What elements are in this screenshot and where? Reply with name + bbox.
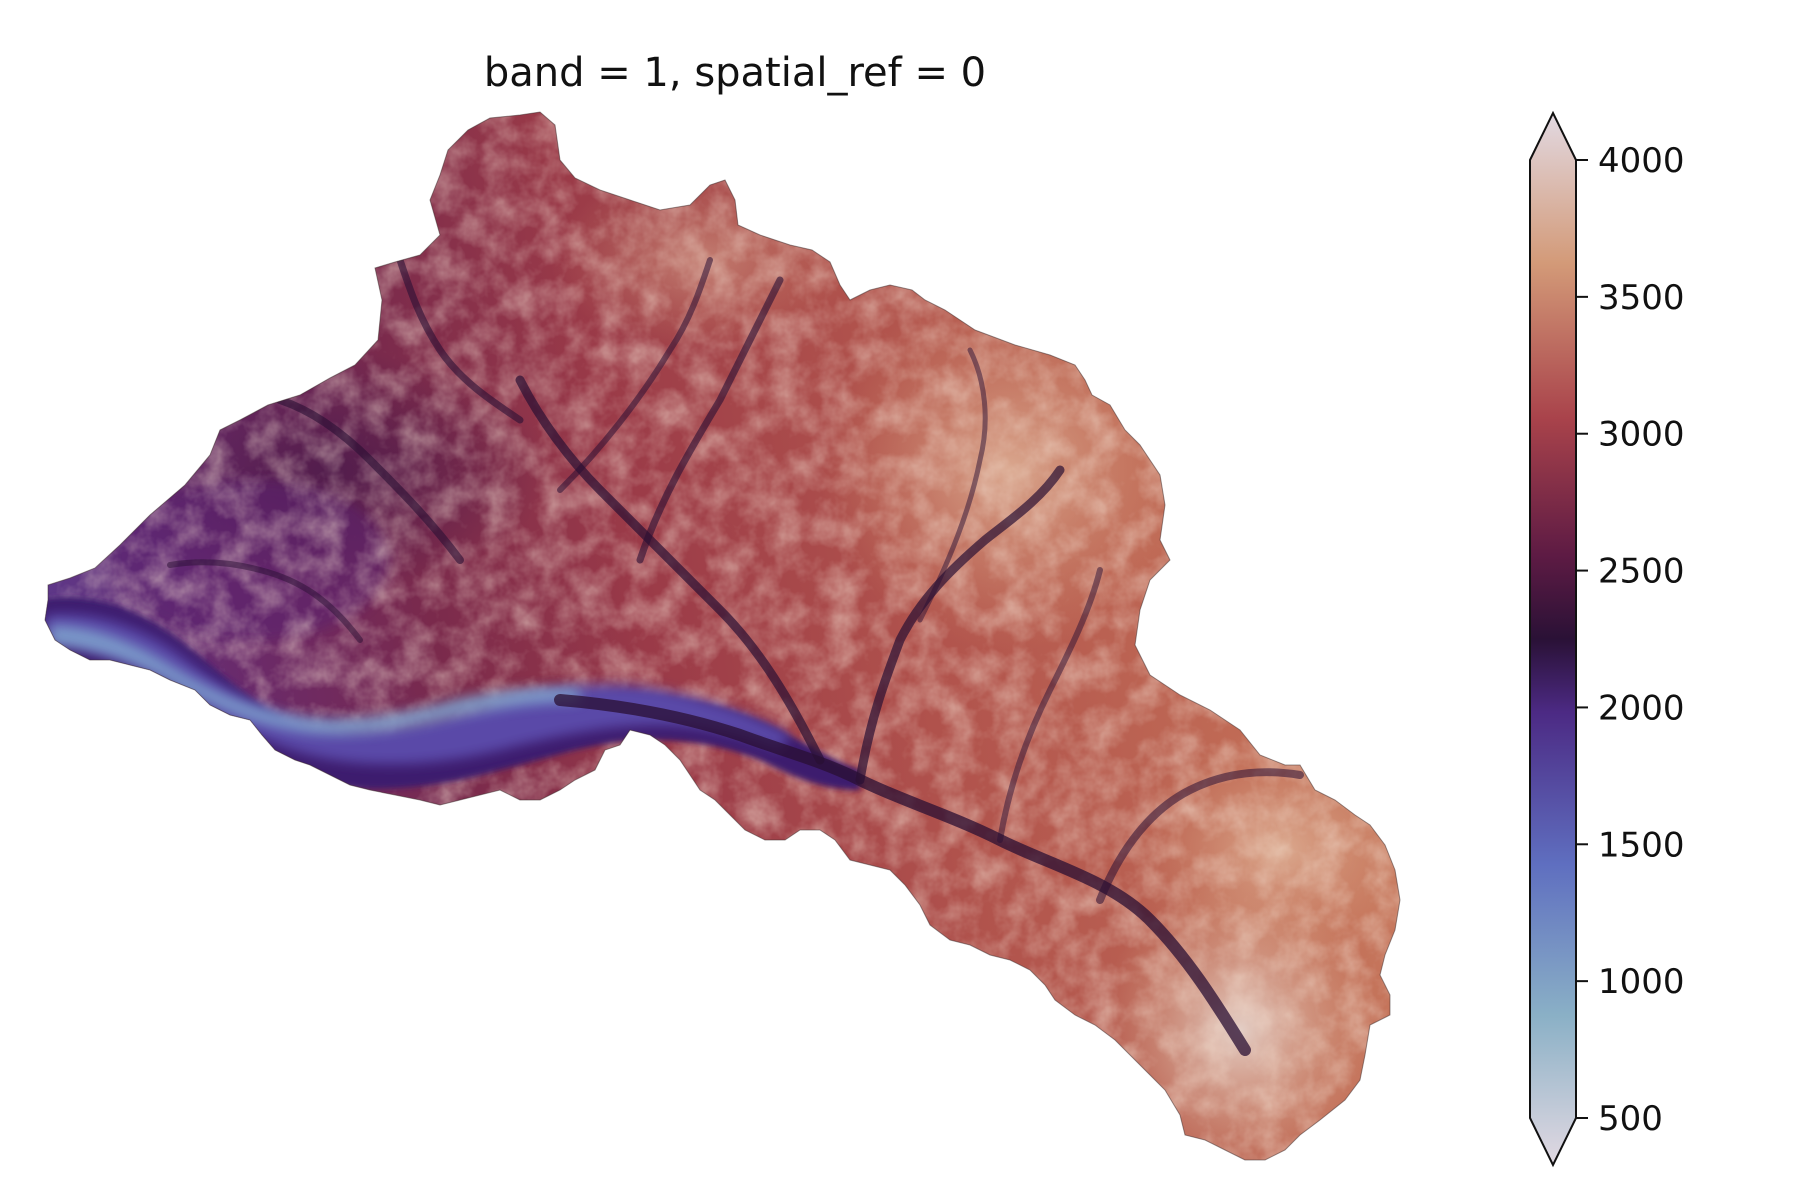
colorbar-tick-label: 2000 (1598, 688, 1685, 728)
river-trib-7 (1096, 768, 1304, 904)
river-trib-3 (636, 276, 784, 564)
elevation-map (45, 112, 1400, 1160)
colorbar-ticks: 500 1000 1500 2000 2500 3000 3500 4000 (1576, 141, 1685, 1139)
river-trib-8 (997, 567, 1103, 843)
terrain-texture (45, 112, 1400, 1160)
colorbar: 500 1000 1500 2000 2500 3000 3500 4000 (1529, 110, 1685, 1168)
river-trib-9 (917, 347, 988, 623)
valley-floor-inner (45, 614, 790, 765)
main-river (554, 694, 1251, 1056)
river-trib-5 (557, 257, 713, 493)
river-trib-4 (396, 256, 524, 424)
valley-floor-lowest (50, 625, 580, 735)
river-network (167, 256, 1304, 1056)
colorbar-body (1529, 110, 1577, 1168)
river-trib-10 (167, 559, 363, 643)
colorbar-tick-label: 3000 (1598, 415, 1685, 455)
colorbar-tick-label: 1500 (1598, 825, 1685, 865)
colorbar-tick-label: 500 (1598, 1099, 1663, 1139)
colorbar-tick-label: 2500 (1598, 552, 1685, 592)
river-trib-2 (515, 375, 825, 765)
colorbar-tick-label: 4000 (1598, 141, 1685, 181)
plot-title: band = 1, spatial_ref = 0 (484, 50, 986, 96)
river-trib-6 (276, 396, 464, 564)
colorbar-tick-label: 1000 (1598, 962, 1685, 1002)
colorbar-tick-label: 3500 (1598, 278, 1685, 318)
